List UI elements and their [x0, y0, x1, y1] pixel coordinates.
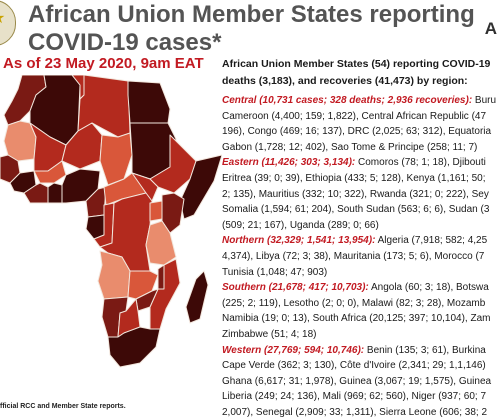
region-line: Tunisia (1,048; 47; 903): [222, 265, 497, 281]
region-line: Cape Verde (362; 3; 130), Côte d'Ivoire …: [222, 358, 497, 374]
region-paragraph-southern: Southern (21,678; 417; 10,703): Angola (…: [222, 280, 497, 342]
africa-map: [0, 75, 222, 405]
region-line: Zimbabwe (51; 4; 18): [222, 327, 497, 343]
region-heading: Northern (32,329; 1,541; 13,954):: [222, 235, 375, 246]
region-line: Gabon (1,728; 12; 402), Sao Tome & Princ…: [222, 140, 497, 156]
region-heading: Southern (21,678; 417; 10,703):: [222, 282, 369, 293]
regional-summary-panel: African Union Member States (54) reporti…: [222, 56, 497, 420]
region-line: Eritrea (39; 0; 39), Ethiopia (433; 5; 1…: [222, 171, 497, 187]
region-lead-text: Angola (60; 3; 18), Botswa: [369, 282, 489, 293]
region-line: Cameroon (4,400; 159; 1,822), Central Af…: [222, 109, 497, 125]
region-lead-text: Algeria (7,918; 582; 4,25: [375, 235, 487, 246]
region-gabon[interactable]: [86, 215, 104, 239]
region-line: Liberia (249; 24; 136), Mali (969; 62; 5…: [222, 389, 497, 405]
region-malawi[interactable]: [158, 265, 164, 289]
intro-line: African Union Member States (54) reporti…: [222, 56, 497, 73]
panel-intro: African Union Member States (54) reporti…: [222, 56, 497, 90]
region-paragraph-northern: Northern (32,329; 1,541; 13,954): Algeri…: [222, 233, 497, 280]
region-paragraph-western: Western (27,769; 594; 10,746): Benin (13…: [222, 343, 497, 420]
region-paragraph-eastern: Eastern (11,426; 303; 3,134): Comoros (7…: [222, 155, 497, 233]
region-line: Ghana (6,617; 31; 1,978), Guinea (3,067;…: [222, 374, 497, 390]
region-heading: Central (10,731 cases; 328 deaths; 2,936…: [222, 95, 472, 106]
au-logo: ★: [0, 0, 16, 46]
intro-line: deaths (3,183), and recoveries (41,473) …: [222, 73, 497, 90]
region-ghana[interactable]: [48, 183, 62, 203]
region-heading: Eastern (11,426; 303; 3,134):: [222, 157, 355, 168]
region-egypt[interactable]: [128, 81, 170, 123]
region-line: 2; 135), Mauritius (332; 10; 322), Rwand…: [222, 187, 497, 203]
star-icon: ★: [0, 11, 5, 27]
region-line: Namibia (19; 0; 13), South Africa (20,12…: [222, 311, 497, 327]
region-line: 4,374), Libya (72; 3; 38), Mauritania (1…: [222, 249, 497, 265]
region-lead-text: Benin (135; 3; 61), Burkina: [364, 345, 486, 356]
region-heading: Western (27,769; 594; 10,746):: [222, 345, 364, 356]
page-title: African Union Member States reporting CO…: [28, 1, 497, 57]
region-lead-text: Buru: [472, 95, 496, 106]
as-of-date: As of 23 May 2020, 9am EAT: [3, 55, 204, 72]
region-line: (509; 21; 167), Uganda (289; 0; 66): [222, 218, 497, 234]
region-line: (225; 2; 119), Lesotho (2; 0; 0), Malawi…: [222, 296, 497, 312]
region-uganda[interactable]: [150, 201, 162, 221]
region-line: Somalia (1,594; 61; 204), South Sudan (5…: [222, 202, 497, 218]
region-madagascar[interactable]: [186, 271, 208, 323]
corner-letter: A: [485, 19, 497, 39]
region-paragraph-central: Central (10,731 cases; 328 deaths; 2,936…: [222, 93, 497, 155]
source-note: fficial RCC and Member State reports.: [0, 403, 126, 410]
region-line: 196), Congo (469; 16; 137), DRC (2,025; …: [222, 124, 497, 140]
region-lead-text: Comoros (78; 1; 18), Djibouti: [355, 157, 486, 168]
